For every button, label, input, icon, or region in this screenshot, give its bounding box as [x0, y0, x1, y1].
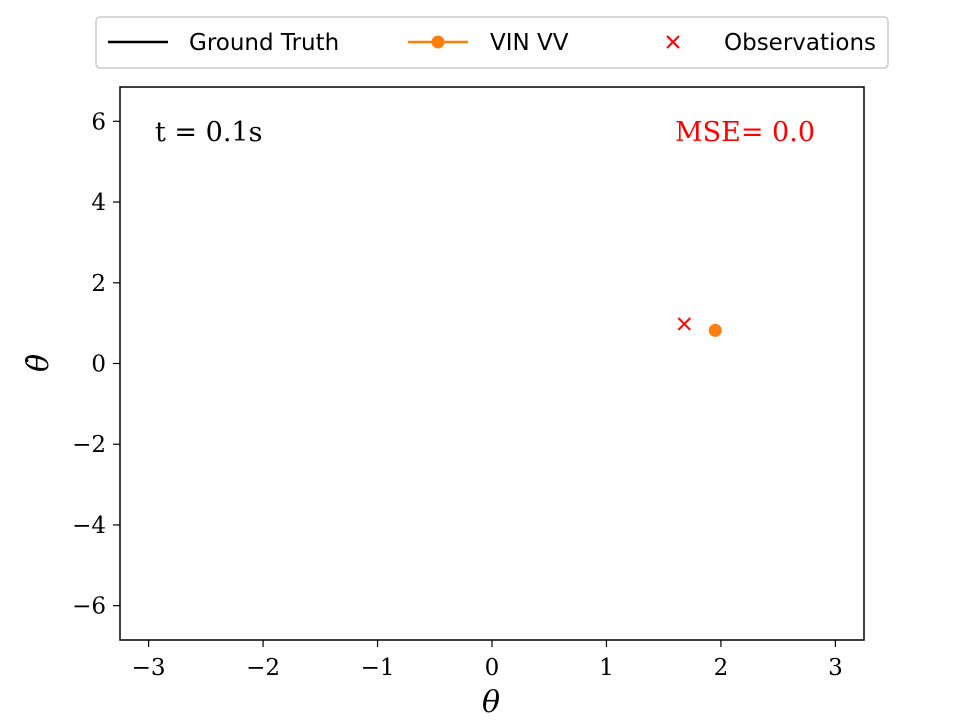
y-tick-label: −4 [72, 513, 106, 539]
mse-annotation: MSE= 0.0 [675, 117, 815, 148]
legend-swatch-observations [666, 35, 680, 49]
x-tick-label: −2 [246, 655, 280, 681]
x-tick-label: 2 [714, 655, 729, 681]
x-tick-label: 3 [828, 655, 843, 681]
y-axis-ticks: −6 −4 −2 0 2 4 6 [72, 109, 120, 620]
x-tick-label: 1 [599, 655, 614, 681]
y-axis-label: θ̇ [21, 354, 56, 372]
x-tick-label: −1 [361, 655, 395, 681]
y-tick-label: 0 [91, 352, 106, 378]
legend-label-observations: Observations [724, 30, 876, 56]
y-tick-label: −2 [72, 432, 106, 458]
time-annotation: t = 0.1s [155, 117, 262, 148]
legend: Ground Truth VIN VV Observations [95, 16, 889, 69]
vin-vv-point [708, 323, 722, 337]
legend-swatch-vin-vv-marker [431, 35, 445, 49]
legend-label-ground-truth: Ground Truth [189, 30, 339, 56]
y-tick-label: −6 [72, 594, 106, 620]
data-marks [677, 317, 722, 337]
observation-point [677, 317, 692, 331]
x-tick-label: 0 [485, 655, 500, 681]
y-tick-label: 6 [91, 109, 106, 135]
legend-box [95, 16, 889, 69]
y-tick-label: 4 [91, 190, 106, 216]
plot-area [119, 86, 865, 641]
x-axis-label: θ [482, 685, 500, 720]
legend-label-vin-vv: VIN VV [490, 30, 569, 56]
y-tick-label: 2 [91, 271, 106, 297]
x-tick-label: −3 [132, 655, 166, 681]
x-axis-ticks: −3 −2 −1 0 1 2 3 [132, 640, 843, 681]
